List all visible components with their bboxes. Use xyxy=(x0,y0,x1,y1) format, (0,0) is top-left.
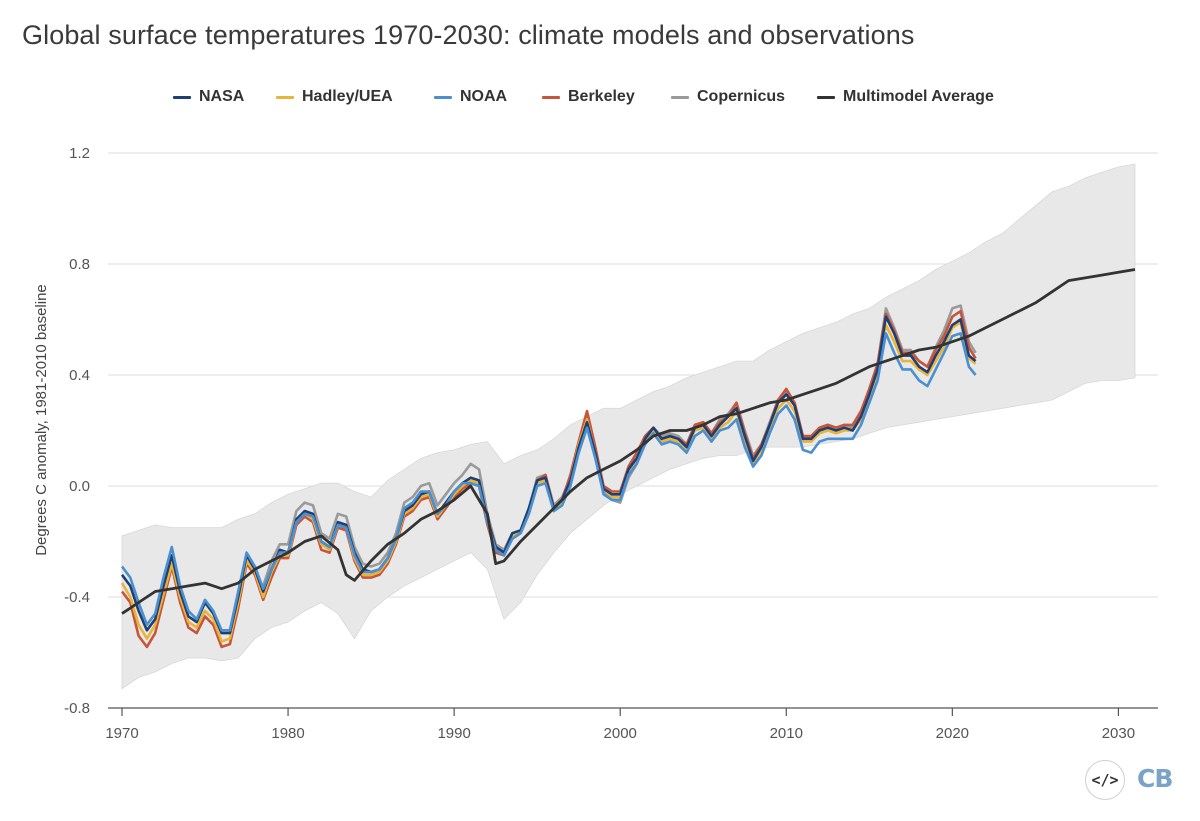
legend-swatch-nasa xyxy=(173,95,191,99)
legend-label-nasa: NASA xyxy=(199,88,245,105)
model-range-band xyxy=(121,163,1136,690)
y-axis-title: Degrees C anomaly, 1981-2010 baseline xyxy=(33,284,50,556)
x-tick-label: 1980 xyxy=(271,725,304,742)
legend-label-copernicus: Copernicus xyxy=(697,88,786,105)
legend-item-noaa[interactable]: NOAA xyxy=(434,88,507,106)
legend-item-nasa[interactable]: NASA xyxy=(173,88,244,106)
x-tick-label: 2030 xyxy=(1102,725,1135,742)
multimodel-series xyxy=(121,268,1136,615)
legend-label-multimodel-average: Multimodel Average xyxy=(843,88,994,105)
y-tick-label: -0.4 xyxy=(64,589,90,606)
y-tick-label: 0.8 xyxy=(69,256,90,273)
series-line-noaa xyxy=(120,332,977,632)
x-tick-label: 2000 xyxy=(604,725,637,742)
y-tick-label: 0.4 xyxy=(69,367,90,384)
y-tick-label: 0.0 xyxy=(69,478,90,495)
brand-footer: </> CB xyxy=(1085,760,1175,806)
legend-label-hadley-uea: Hadley/UEA xyxy=(302,88,393,105)
legend-swatch-noaa xyxy=(434,95,452,99)
legend-swatch-hadley-uea xyxy=(276,95,294,99)
legend-swatch-multimodel-average xyxy=(817,95,835,99)
chart-legend: NASA Hadley/UEA NOAA Berkeley Copernicus… xyxy=(0,88,1200,112)
legend-label-noaa: NOAA xyxy=(460,88,508,105)
legend-item-multimodel-average[interactable]: Multimodel Average xyxy=(817,88,994,106)
x-tick-label: 2020 xyxy=(936,725,969,742)
y-tick-label: -0.8 xyxy=(64,700,90,717)
series-line-copernicus xyxy=(261,304,977,587)
y-tick-label: 1.2 xyxy=(69,145,90,162)
legend-item-copernicus[interactable]: Copernicus xyxy=(671,88,785,106)
chart-title: Global surface temperatures 1970-2030: c… xyxy=(22,20,915,50)
legend-item-berkeley[interactable]: Berkeley xyxy=(542,88,635,106)
x-tick-label: 1990 xyxy=(437,725,470,742)
x-tick-label: 1970 xyxy=(105,725,138,742)
series-line-multimodel-average xyxy=(121,268,1136,615)
code-embed-icon[interactable]: </> xyxy=(1085,760,1125,800)
axes: -0.8 -0.4 0.0 0.4 0.8 1.2 1970 1980 1990 2000 2010… xyxy=(64,145,1158,742)
model-range-area xyxy=(121,163,1136,690)
legend-item-hadley-uea[interactable]: Hadley/UEA xyxy=(276,88,393,106)
legend-swatch-copernicus xyxy=(671,95,689,99)
legend-label-berkeley: Berkeley xyxy=(568,88,635,105)
observation-series xyxy=(120,304,977,649)
x-tick-label: 2010 xyxy=(770,725,803,742)
carbon-brief-logo: CB xyxy=(1137,764,1173,793)
legend-swatch-berkeley xyxy=(542,95,560,99)
